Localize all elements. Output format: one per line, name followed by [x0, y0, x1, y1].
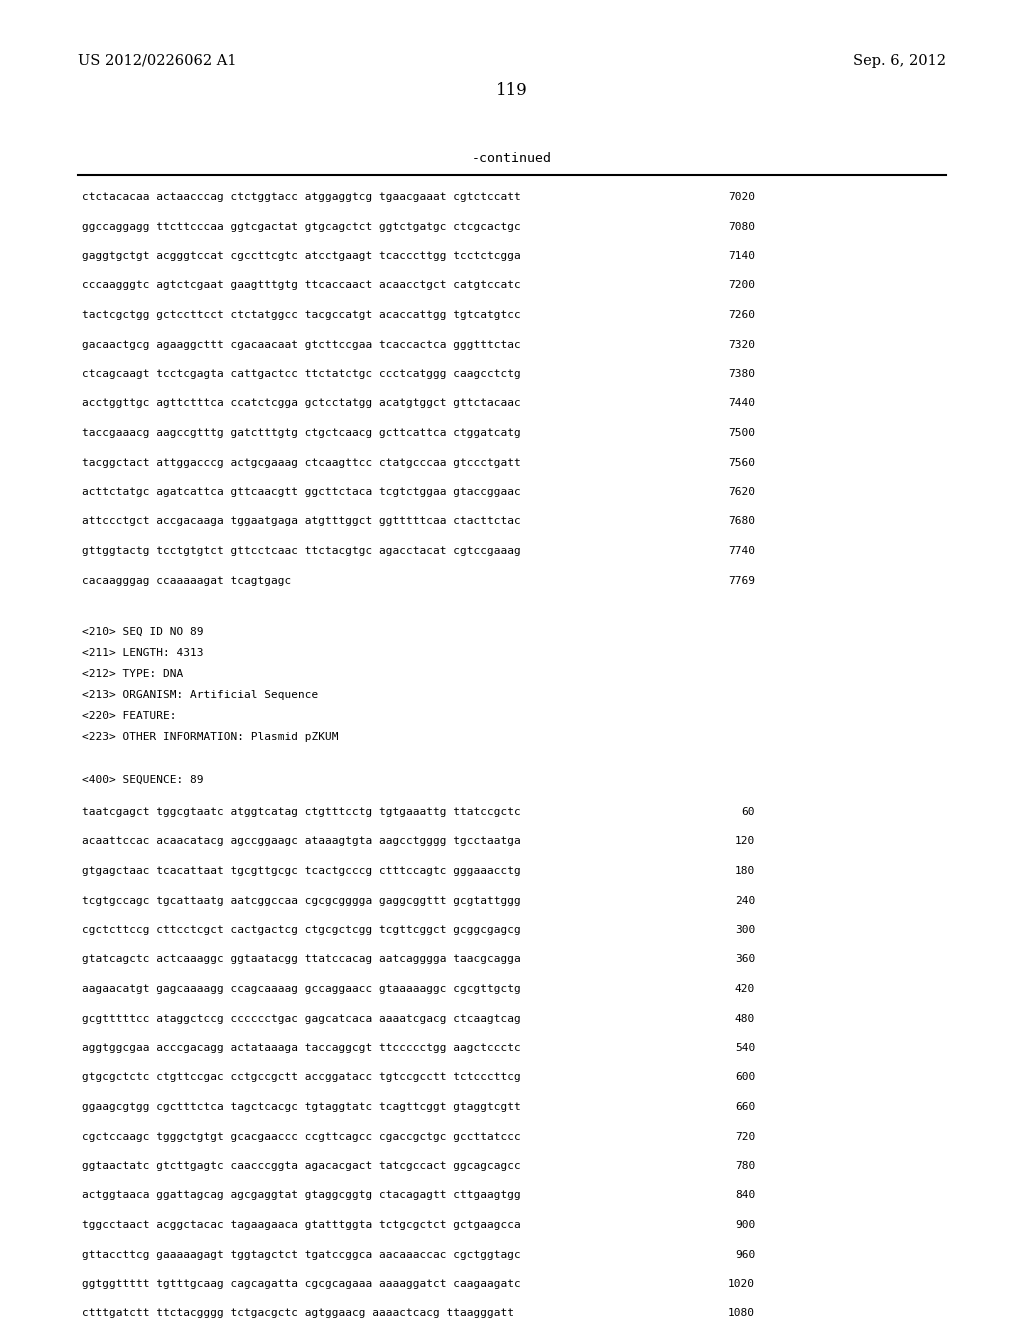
Text: 7260: 7260	[728, 310, 755, 319]
Text: 1080: 1080	[728, 1308, 755, 1319]
Text: 7080: 7080	[728, 222, 755, 231]
Text: tcgtgccagc tgcattaatg aatcggccaa cgcgcgggga gaggcggttt gcgtattggg: tcgtgccagc tgcattaatg aatcggccaa cgcgcgg…	[82, 895, 521, 906]
Text: 720: 720	[735, 1131, 755, 1142]
Text: gtatcagctc actcaaaggc ggtaatacgg ttatccacag aatcagggga taacgcagga: gtatcagctc actcaaaggc ggtaatacgg ttatcca…	[82, 954, 521, 965]
Text: <223> OTHER INFORMATION: Plasmid pZKUM: <223> OTHER INFORMATION: Plasmid pZKUM	[82, 733, 339, 742]
Text: <212> TYPE: DNA: <212> TYPE: DNA	[82, 669, 183, 678]
Text: acttctatgc agatcattca gttcaacgtt ggcttctaca tcgtctggaa gtaccggaac: acttctatgc agatcattca gttcaacgtt ggcttct…	[82, 487, 521, 498]
Text: 480: 480	[735, 1014, 755, 1023]
Text: gaggtgctgt acgggtccat cgccttcgtc atcctgaagt tcacccttgg tcctctcgga: gaggtgctgt acgggtccat cgccttcgtc atcctga…	[82, 251, 521, 261]
Text: cacaagggag ccaaaaagat tcagtgagc: cacaagggag ccaaaaagat tcagtgagc	[82, 576, 291, 586]
Text: 7769: 7769	[728, 576, 755, 586]
Text: 780: 780	[735, 1162, 755, 1171]
Text: 7560: 7560	[728, 458, 755, 467]
Text: acaattccac acaacatacg agccggaagc ataaagtgta aagcctgggg tgcctaatga: acaattccac acaacatacg agccggaagc ataaagt…	[82, 837, 521, 846]
Text: 7200: 7200	[728, 281, 755, 290]
Text: aggtggcgaa acccgacagg actataaaga taccaggcgt ttccccctgg aagctccctc: aggtggcgaa acccgacagg actataaaga taccagg…	[82, 1043, 521, 1053]
Text: 120: 120	[735, 837, 755, 846]
Text: <211> LENGTH: 4313: <211> LENGTH: 4313	[82, 648, 204, 657]
Text: ggtggttttt tgtttgcaag cagcagatta cgcgcagaaa aaaaggatct caagaagatc: ggtggttttt tgtttgcaag cagcagatta cgcgcag…	[82, 1279, 521, 1290]
Text: 960: 960	[735, 1250, 755, 1259]
Text: 240: 240	[735, 895, 755, 906]
Text: gtgagctaac tcacattaat tgcgttgcgc tcactgcccg ctttccagtc gggaaacctg: gtgagctaac tcacattaat tgcgttgcgc tcactgc…	[82, 866, 521, 876]
Text: 900: 900	[735, 1220, 755, 1230]
Text: 7740: 7740	[728, 546, 755, 556]
Text: ctttgatctt ttctacgggg tctgacgctc agtggaacg aaaactcacg ttaagggatt: ctttgatctt ttctacgggg tctgacgctc agtggaa…	[82, 1308, 514, 1319]
Text: 7380: 7380	[728, 370, 755, 379]
Text: 7320: 7320	[728, 339, 755, 350]
Text: gttggtactg tcctgtgtct gttcctcaac ttctacgtgc agacctacat cgtccgaaag: gttggtactg tcctgtgtct gttcctcaac ttctacg…	[82, 546, 521, 556]
Text: -continued: -continued	[472, 152, 552, 165]
Text: taatcgagct tggcgtaatc atggtcatag ctgtttcctg tgtgaaattg ttatccgctc: taatcgagct tggcgtaatc atggtcatag ctgtttc…	[82, 807, 521, 817]
Text: US 2012/0226062 A1: US 2012/0226062 A1	[78, 54, 237, 69]
Text: cccaagggtc agtctcgaat gaagtttgtg ttcaccaact acaacctgct catgtccatc: cccaagggtc agtctcgaat gaagtttgtg ttcacca…	[82, 281, 521, 290]
Text: cgctccaagc tgggctgtgt gcacgaaccc ccgttcagcc cgaccgctgc gccttatccc: cgctccaagc tgggctgtgt gcacgaaccc ccgttca…	[82, 1131, 521, 1142]
Text: taccgaaacg aagccgtttg gatctttgtg ctgctcaacg gcttcattca ctggatcatg: taccgaaacg aagccgtttg gatctttgtg ctgctca…	[82, 428, 521, 438]
Text: ggccaggagg ttcttcccaa ggtcgactat gtgcagctct ggtctgatgc ctcgcactgc: ggccaggagg ttcttcccaa ggtcgactat gtgcagc…	[82, 222, 521, 231]
Text: 1020: 1020	[728, 1279, 755, 1290]
Text: 7620: 7620	[728, 487, 755, 498]
Text: 7020: 7020	[728, 191, 755, 202]
Text: 180: 180	[735, 866, 755, 876]
Text: 7140: 7140	[728, 251, 755, 261]
Text: ctctacacaa actaacccag ctctggtacc atggaggtcg tgaacgaaat cgtctccatt: ctctacacaa actaacccag ctctggtacc atggagg…	[82, 191, 521, 202]
Text: 420: 420	[735, 983, 755, 994]
Text: 660: 660	[735, 1102, 755, 1111]
Text: <213> ORGANISM: Artificial Sequence: <213> ORGANISM: Artificial Sequence	[82, 690, 318, 700]
Text: cgctcttccg cttcctcgct cactgactcg ctgcgctcgg tcgttcggct gcggcgagcg: cgctcttccg cttcctcgct cactgactcg ctgcgct…	[82, 925, 521, 935]
Text: 600: 600	[735, 1072, 755, 1082]
Text: gacaactgcg agaaggcttt cgacaacaat gtcttccgaa tcaccactca gggtttctac: gacaactgcg agaaggcttt cgacaacaat gtcttcc…	[82, 339, 521, 350]
Text: 60: 60	[741, 807, 755, 817]
Text: <210> SEQ ID NO 89: <210> SEQ ID NO 89	[82, 627, 204, 638]
Text: 360: 360	[735, 954, 755, 965]
Text: aagaacatgt gagcaaaagg ccagcaaaag gccaggaacc gtaaaaaggc cgcgttgctg: aagaacatgt gagcaaaagg ccagcaaaag gccagga…	[82, 983, 521, 994]
Text: actggtaaca ggattagcag agcgaggtat gtaggcggtg ctacagagtt cttgaagtgg: actggtaaca ggattagcag agcgaggtat gtaggcg…	[82, 1191, 521, 1200]
Text: <400> SEQUENCE: 89: <400> SEQUENCE: 89	[82, 775, 204, 785]
Text: 119: 119	[496, 82, 528, 99]
Text: gtgcgctctc ctgttccgac cctgccgctt accggatacc tgtccgcctt tctcccttcg: gtgcgctctc ctgttccgac cctgccgctt accggat…	[82, 1072, 521, 1082]
Text: 300: 300	[735, 925, 755, 935]
Text: tggcctaact acggctacac tagaagaaca gtatttggta tctgcgctct gctgaagcca: tggcctaact acggctacac tagaagaaca gtatttg…	[82, 1220, 521, 1230]
Text: 7500: 7500	[728, 428, 755, 438]
Text: 7680: 7680	[728, 516, 755, 527]
Text: <220> FEATURE:: <220> FEATURE:	[82, 711, 176, 721]
Text: 7440: 7440	[728, 399, 755, 408]
Text: Sep. 6, 2012: Sep. 6, 2012	[853, 54, 946, 69]
Text: tacggctact attggacccg actgcgaaag ctcaagttcc ctatgcccaa gtccctgatt: tacggctact attggacccg actgcgaaag ctcaagt…	[82, 458, 521, 467]
Text: ggtaactatc gtcttgagtc caacccggta agacacgact tatcgccact ggcagcagcc: ggtaactatc gtcttgagtc caacccggta agacacg…	[82, 1162, 521, 1171]
Text: ctcagcaagt tcctcgagta cattgactcc ttctatctgc ccctcatggg caagcctctg: ctcagcaagt tcctcgagta cattgactcc ttctatc…	[82, 370, 521, 379]
Text: 840: 840	[735, 1191, 755, 1200]
Text: gttaccttcg gaaaaagagt tggtagctct tgatccggca aacaaaccac cgctggtagc: gttaccttcg gaaaaagagt tggtagctct tgatccg…	[82, 1250, 521, 1259]
Text: ggaagcgtgg cgctttctca tagctcacgc tgtaggtatc tcagttcggt gtaggtcgtt: ggaagcgtgg cgctttctca tagctcacgc tgtaggt…	[82, 1102, 521, 1111]
Text: gcgtttttcc ataggctccg cccccctgac gagcatcaca aaaatcgacg ctcaagtcag: gcgtttttcc ataggctccg cccccctgac gagcatc…	[82, 1014, 521, 1023]
Text: acctggttgc agttctttca ccatctcgga gctcctatgg acatgtggct gttctacaac: acctggttgc agttctttca ccatctcgga gctccta…	[82, 399, 521, 408]
Text: 540: 540	[735, 1043, 755, 1053]
Text: tactcgctgg gctccttcct ctctatggcc tacgccatgt acaccattgg tgtcatgtcc: tactcgctgg gctccttcct ctctatggcc tacgcca…	[82, 310, 521, 319]
Text: attccctgct accgacaaga tggaatgaga atgtttggct ggtttttcaa ctacttctac: attccctgct accgacaaga tggaatgaga atgtttg…	[82, 516, 521, 527]
